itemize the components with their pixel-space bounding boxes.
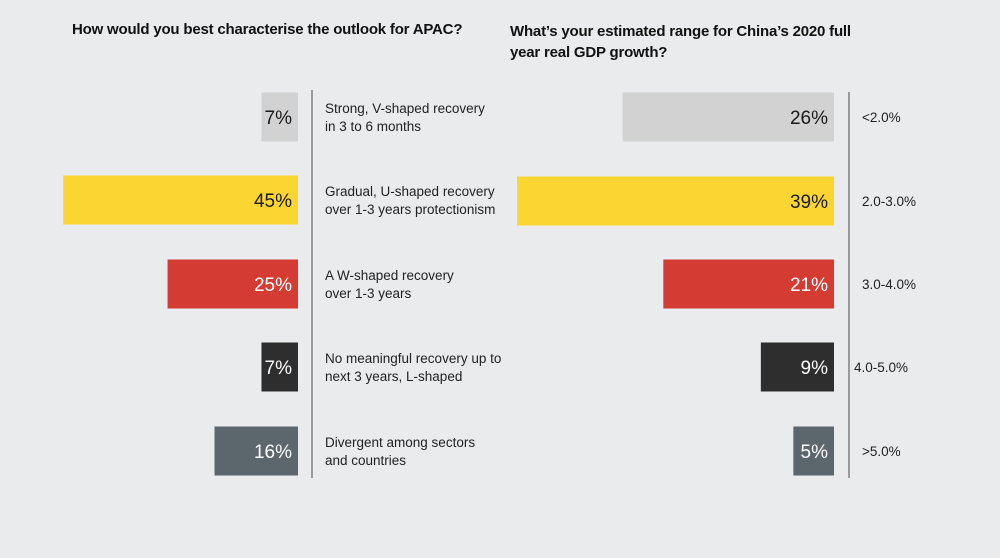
apac-category-label-3: A W-shaped recovery over 1-3 years (325, 268, 454, 301)
chart-title-china-gdp: What’s your estimated range for China’s … (510, 23, 851, 61)
apac-category-label-line: over 1-3 years protectionism (325, 202, 495, 217)
gdp-data-label-1: 26% (790, 108, 828, 129)
apac-category-label-line: over 1-3 years (325, 286, 412, 301)
apac-bar-3 (167, 259, 298, 309)
apac-category-label-line: Gradual, U-shaped recovery (325, 184, 495, 199)
gdp-data-label-5: 5% (801, 442, 829, 463)
gdp-category-label-line: >5.0% (862, 444, 901, 459)
apac-category-label-line: Divergent among sectors (325, 435, 475, 450)
gdp-bar-5 (793, 426, 834, 476)
apac-category-label-5: Divergent among sectors and countries (325, 435, 475, 468)
apac-bar-5 (214, 426, 298, 476)
apac-category-label-1: Strong, V-shaped recovery in 3 to 6 month… (325, 101, 485, 134)
gdp-category-label-5: >5.0% (862, 444, 901, 459)
apac-data-label-3: 25% (254, 275, 292, 296)
gdp-bar-2 (517, 176, 834, 226)
apac-category-label-line: No meaningful recovery up to (325, 351, 501, 366)
apac-bar-1 (261, 92, 298, 142)
gdp-category-label-line: 3.0-4.0% (862, 277, 916, 292)
gdp-category-label-1: <2.0% (862, 110, 901, 125)
gdp-category-label-line: <2.0% (862, 110, 901, 125)
apac-category-label-line: A W-shaped recovery (325, 268, 454, 283)
gdp-bar-1 (622, 92, 834, 142)
apac-data-label-2: 45% (254, 191, 292, 212)
gdp-category-label-3: 3.0-4.0% (862, 277, 916, 292)
apac-category-label-line: Strong, V-shaped recovery (325, 101, 485, 116)
gdp-data-label-4: 9% (801, 358, 829, 379)
apac-category-label-2: Gradual, U-shaped recovery over 1-3 years… (325, 184, 495, 217)
apac-bar-2 (63, 175, 298, 225)
apac-category-label-line: in 3 to 6 months (325, 119, 421, 134)
apac-category-label-4: No meaningful recovery up to next 3 years… (325, 351, 501, 384)
apac-bar-4 (261, 342, 298, 392)
gdp-category-label-2: 2.0-3.0% (862, 194, 916, 209)
apac-data-label-4: 7% (265, 358, 293, 379)
gdp-data-label-2: 39% (790, 192, 828, 213)
gdp-category-label-line: 2.0-3.0% (862, 194, 916, 209)
gdp-category-label-line: 4.0-5.0% (854, 360, 908, 375)
apac-category-label-line: next 3 years, L-shaped (325, 369, 462, 384)
apac-category-label-line: and countries (325, 453, 406, 468)
apac-data-label-1: 7% (265, 108, 293, 129)
gdp-data-label-3: 21% (790, 275, 828, 296)
gdp-category-label-4: 4.0-5.0% (854, 360, 908, 375)
gdp-bar-3 (663, 259, 834, 309)
apac-data-label-5: 16% (254, 442, 292, 463)
chart-title-apac-outlook: How would you best characterise the outl… (72, 21, 463, 38)
gdp-bar-4 (760, 342, 834, 392)
